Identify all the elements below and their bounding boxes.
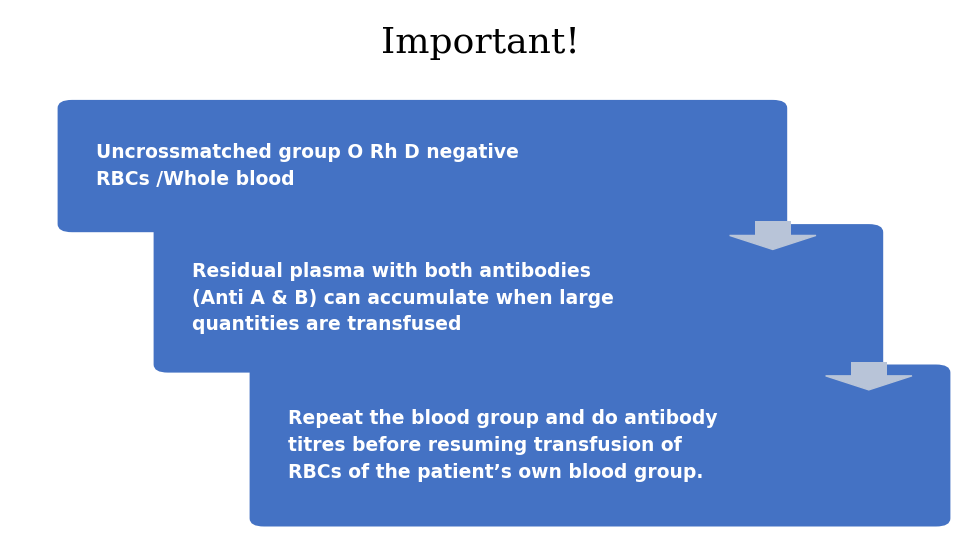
FancyBboxPatch shape bbox=[755, 221, 791, 235]
FancyBboxPatch shape bbox=[851, 362, 887, 376]
Polygon shape bbox=[826, 376, 912, 390]
FancyBboxPatch shape bbox=[58, 100, 787, 232]
Text: Uncrossmatched group O Rh D negative
RBCs /Whole blood: Uncrossmatched group O Rh D negative RBC… bbox=[96, 143, 518, 189]
Polygon shape bbox=[730, 235, 816, 249]
Text: Repeat the blood group and do antibody
titres before resuming transfusion of
RBC: Repeat the blood group and do antibody t… bbox=[288, 409, 718, 482]
Text: Residual plasma with both antibodies
(Anti A & B) can accumulate when large
quan: Residual plasma with both antibodies (An… bbox=[192, 262, 613, 334]
Text: Important!: Important! bbox=[380, 26, 580, 60]
FancyBboxPatch shape bbox=[250, 364, 950, 526]
FancyBboxPatch shape bbox=[154, 224, 883, 373]
